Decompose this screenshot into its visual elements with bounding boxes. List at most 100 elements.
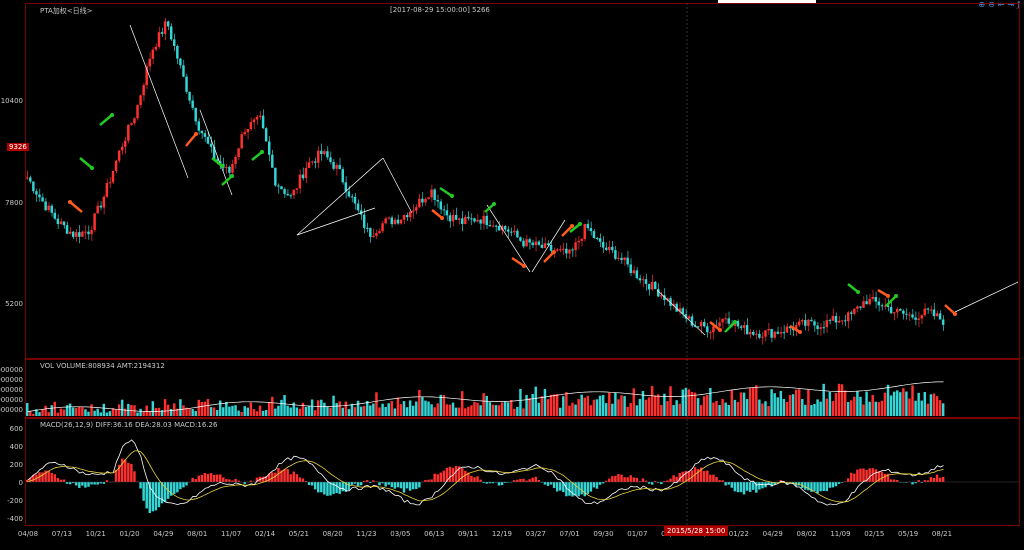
candle-body — [411, 210, 415, 212]
volume-bar — [647, 397, 651, 416]
macd-bar — [506, 482, 510, 483]
macd-bar — [647, 482, 651, 484]
volume-axis-label: 3000000 — [0, 396, 23, 404]
macd-bar — [522, 478, 525, 482]
volume-panel[interactable] — [25, 359, 1020, 418]
candle-body — [687, 316, 691, 319]
formula-icon[interactable]: ƒ — [1017, 0, 1020, 9]
signal-arrow-head — [718, 328, 722, 332]
volume-bar — [366, 401, 369, 416]
volume-bar — [176, 408, 179, 416]
candle-body — [684, 314, 688, 319]
macd-bar — [369, 482, 372, 484]
candle-body — [647, 283, 651, 290]
macd-bar — [687, 471, 691, 482]
zoom-out-icon[interactable]: ⊖ — [988, 0, 995, 9]
macd-bar — [543, 482, 547, 485]
volume-bar — [445, 404, 449, 416]
volume-bar — [396, 397, 400, 416]
volume-bar — [424, 400, 427, 416]
macd-bar — [102, 482, 106, 484]
volume-bar — [807, 389, 810, 416]
candle-body — [457, 218, 461, 220]
candle-body — [268, 141, 271, 155]
volume-bar — [623, 396, 626, 416]
candle-body — [727, 318, 730, 324]
macd-bar — [871, 468, 874, 482]
macd-bar — [650, 482, 654, 485]
candle-body — [736, 320, 740, 327]
macd-bar — [574, 482, 577, 496]
volume-bar — [534, 386, 537, 416]
volume-bar — [644, 399, 648, 416]
candle-body — [243, 132, 246, 135]
macd-panel[interactable] — [25, 418, 1020, 526]
volume-bar — [362, 405, 366, 416]
candle-body — [451, 214, 455, 222]
macd-bar — [59, 479, 63, 482]
macd-bar — [488, 482, 492, 484]
macd-bar — [797, 482, 801, 486]
candle-body — [344, 182, 348, 192]
macd-bar — [130, 463, 133, 482]
volume-bar — [929, 394, 933, 416]
volume-bar — [693, 392, 697, 416]
candle-body — [843, 320, 847, 322]
macd-bar — [629, 475, 632, 482]
candle-body — [396, 219, 400, 224]
volume-bar — [706, 394, 709, 416]
macd-bar — [724, 482, 727, 486]
candle-body — [117, 150, 121, 161]
macd-bar — [191, 477, 194, 482]
candle-body — [179, 58, 182, 66]
volume-bar — [632, 388, 636, 416]
candle-body — [44, 201, 47, 211]
macd-bar — [344, 482, 348, 492]
macd-bar — [730, 482, 734, 488]
macd-bar — [335, 482, 338, 494]
candle-body — [433, 189, 436, 201]
x-axis-date-label: 04/08 — [17, 530, 39, 538]
candle-body — [752, 331, 755, 335]
macd-bar — [702, 471, 706, 482]
signal-arrow-head — [856, 290, 860, 294]
macd-bar — [926, 480, 930, 482]
volume-bar — [255, 411, 259, 416]
volume-bar — [258, 405, 262, 416]
volume-bar — [825, 398, 828, 416]
volume-bar — [580, 394, 583, 416]
macd-bar — [53, 474, 57, 482]
macd-bar — [653, 480, 657, 482]
macd-bar — [317, 482, 320, 493]
candle-body — [387, 217, 390, 219]
volume-bar — [448, 404, 452, 416]
scroll-left-icon[interactable]: ⇤ — [997, 0, 1005, 9]
candle-body — [430, 189, 433, 198]
scroll-right-icon[interactable]: ⇥ — [1007, 0, 1015, 9]
signal-arrow-head — [220, 164, 224, 168]
macd-bar — [626, 477, 629, 482]
candle-body — [598, 238, 602, 242]
price-panel[interactable] — [25, 3, 1020, 359]
macd-axis-label: 400 — [9, 443, 23, 451]
volume-bar — [859, 396, 862, 416]
volume-bar — [908, 398, 911, 416]
macd-bar — [212, 474, 216, 482]
macd-bar — [142, 482, 145, 501]
candle-body — [470, 218, 473, 220]
trend-line — [296, 157, 384, 236]
macd-bar — [366, 480, 369, 482]
macd-bar — [157, 482, 161, 508]
zoom-in-icon[interactable]: ⊕ — [978, 0, 986, 9]
macd-bar — [341, 482, 344, 492]
candle-body — [537, 241, 541, 245]
trend-line — [954, 281, 1019, 313]
candle-body — [105, 183, 109, 197]
candle-body — [68, 231, 72, 234]
macd-bar — [264, 476, 268, 482]
macd-bar — [228, 479, 231, 482]
volume-bar — [696, 398, 700, 416]
volume-bar — [194, 410, 197, 416]
macd-bar — [840, 482, 844, 483]
macd-bar — [396, 482, 400, 488]
